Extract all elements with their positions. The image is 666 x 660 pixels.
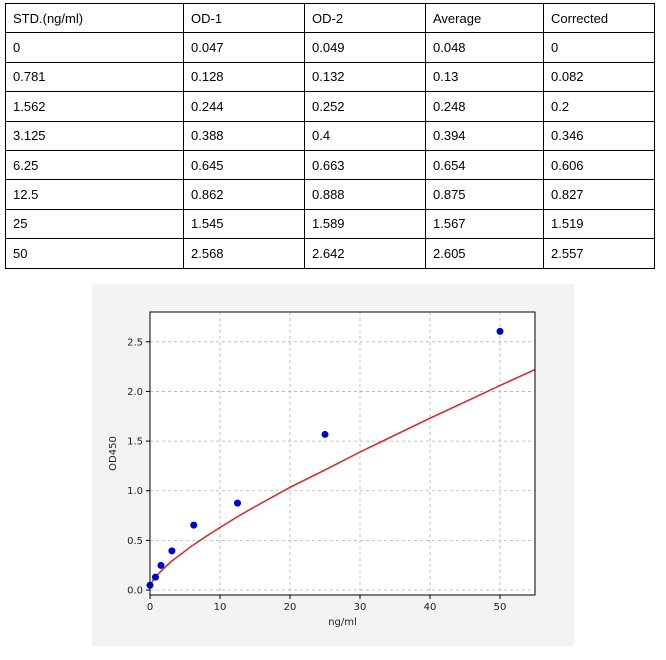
table-cell: 0.654	[425, 149, 544, 181]
data-point	[496, 327, 504, 335]
y-tick-label: 2.5	[127, 337, 143, 348]
table-cell: 1.589	[304, 208, 426, 240]
table-cell: OD-1	[183, 2, 305, 34]
plot-area	[150, 312, 535, 595]
table-cell: 2.568	[183, 238, 305, 269]
table-cell: 0.827	[543, 179, 655, 210]
table-row: 50 2.568 2.642 2.605 2.557	[5, 238, 655, 269]
table-cell: 0	[5, 32, 184, 63]
table-cell: 0.082	[543, 61, 655, 93]
table-cell: 0.394	[425, 120, 544, 151]
y-tick-label: 2.0	[127, 387, 143, 398]
data-point	[151, 573, 159, 581]
table-cell: Corrected	[543, 2, 655, 34]
table-cell: 0.781	[5, 61, 184, 93]
y-tick-label: 1.0	[127, 486, 143, 497]
table-cell: 12.5	[5, 179, 184, 210]
plot-panel: 0 10 20 30 40 50 0.0 0.5 1.0 1.5 2.0 2.5 ng/ml OD450	[92, 284, 574, 646]
y-tick-label: 0.0	[127, 586, 143, 597]
table-cell: 6.25	[5, 149, 184, 181]
table-cell: 0.048	[425, 32, 544, 63]
x-tick-label: 40	[424, 602, 437, 613]
data-point	[168, 547, 176, 555]
standard-curve-table: STD.(ng/ml) OD-1 OD-2 Average Corrected 0 0.04…	[5, 2, 655, 269]
table-cell: STD.(ng/ml)	[5, 2, 184, 34]
table-cell: 1.519	[543, 208, 655, 240]
table-row: 25 1.545 1.589 1.567 1.519	[5, 208, 655, 240]
table-cell: 0.248	[425, 91, 544, 122]
table-cell: 2.642	[304, 238, 426, 269]
table-cell: 0.128	[183, 61, 305, 93]
table-cell: 0.13	[425, 61, 544, 93]
table-cell: 1.545	[183, 208, 305, 240]
x-axis-label: ng/ml	[328, 617, 357, 628]
table-cell: 2.557	[543, 238, 655, 269]
table-row: 12.5 0.862 0.888 0.875 0.827	[5, 179, 655, 210]
table-cell: 0.244	[183, 91, 305, 122]
table-cell: 1.567	[425, 208, 544, 240]
table-cell: 25	[5, 208, 184, 240]
table-body: STD.(ng/ml) OD-1 OD-2 Average Corrected 0 0.04…	[5, 2, 655, 269]
fit-curve	[149, 368, 536, 586]
x-tick-label: 30	[354, 602, 367, 613]
table-cell: 0.132	[304, 61, 426, 93]
table-cell: 0.049	[304, 32, 426, 63]
data-point	[190, 521, 198, 529]
table-cell: 0.888	[304, 179, 426, 210]
table-row: 3.125 0.388 0.4 0.394 0.346	[5, 120, 655, 151]
x-tick-label: 10	[214, 602, 227, 613]
table-cell: 0.2	[543, 91, 655, 122]
table-cell: 0.047	[183, 32, 305, 63]
table-cell: 0.388	[183, 120, 305, 151]
axes-frame	[149, 311, 536, 596]
y-tick-label: 0.5	[127, 536, 143, 547]
table-cell: 0.645	[183, 149, 305, 181]
table-cell: 3.125	[5, 120, 184, 151]
table-row: 6.25 0.645 0.663 0.654 0.606	[5, 149, 655, 181]
table-cell: Average	[425, 2, 544, 34]
table-row: 0 0.047 0.049 0.048 0	[5, 32, 655, 63]
y-axis-label: OD450	[108, 436, 119, 471]
table-cell: 1.562	[5, 91, 184, 122]
table-row: 0.781 0.128 0.132 0.13 0.082	[5, 61, 655, 93]
x-tick-label: 0	[147, 602, 153, 613]
table-cell: 0.252	[304, 91, 426, 122]
table-cell: 0.862	[183, 179, 305, 210]
table-cell: OD-2	[304, 2, 426, 34]
data-point	[157, 561, 165, 569]
x-tick-label: 20	[284, 602, 297, 613]
data-point	[234, 499, 241, 507]
table-cell: 0.875	[425, 179, 544, 210]
table-cell: 2.605	[425, 238, 544, 269]
table-cell: 0.663	[304, 149, 426, 181]
table-cell: 50	[5, 238, 184, 269]
table-header-row: STD.(ng/ml) OD-1 OD-2 Average Corrected	[5, 2, 655, 34]
data-point	[321, 430, 329, 438]
standard-curve-plot: 0 10 20 30 40 50 0.0 0.5 1.0 1.5 2.0 2.5 ng/ml OD450	[108, 311, 536, 628]
table-cell: 0.606	[543, 149, 655, 181]
table-cell: 0.4	[304, 120, 426, 151]
y-tick-label: 1.5	[127, 437, 143, 448]
table-cell: 0.346	[543, 120, 655, 151]
table-row: 1.562 0.244 0.252 0.248 0.2	[5, 91, 655, 122]
table-cell: 0	[543, 32, 655, 63]
x-tick-label: 50	[494, 602, 507, 613]
